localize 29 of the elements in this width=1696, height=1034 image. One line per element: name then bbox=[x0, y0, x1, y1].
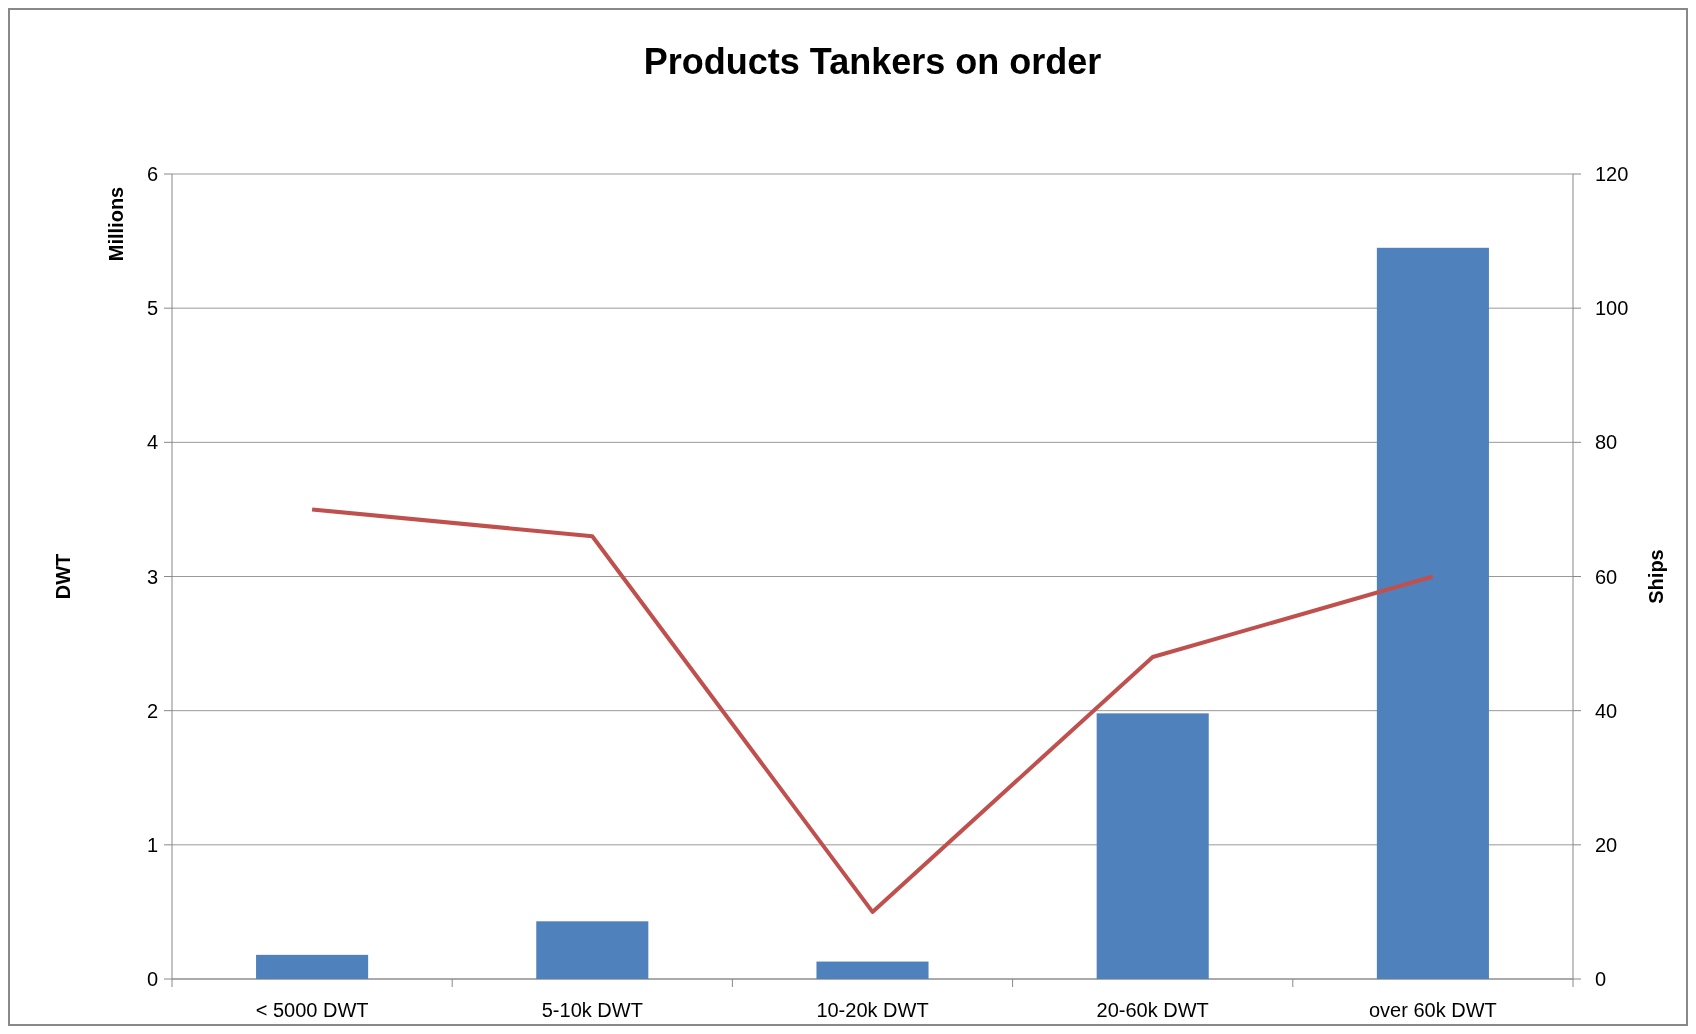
y2-tick-label: 60 bbox=[1595, 565, 1618, 588]
y2-tick-label: 120 bbox=[1595, 163, 1629, 185]
y-tick-label: 1 bbox=[146, 833, 158, 856]
chart-title: Products Tankers on order bbox=[643, 41, 1102, 82]
x-tick-label: over 60k DWT bbox=[1368, 999, 1497, 1021]
y-tick-label: 2 bbox=[146, 699, 158, 722]
y-axis-title: DWT bbox=[52, 553, 74, 600]
bar bbox=[536, 921, 649, 979]
line-series bbox=[310, 507, 1435, 914]
y-tick-label: 4 bbox=[146, 431, 158, 454]
y-tick-label: 6 bbox=[146, 163, 158, 185]
bar bbox=[256, 954, 369, 979]
y-tick-label: 3 bbox=[146, 565, 158, 588]
y-tick-label: 0 bbox=[146, 968, 158, 990]
y2-tick-label: 80 bbox=[1595, 431, 1618, 454]
bar bbox=[1096, 713, 1209, 979]
y2-tick-label: 20 bbox=[1595, 833, 1618, 856]
x-tick-label: 5-10k DWT bbox=[541, 999, 643, 1021]
bar bbox=[1376, 247, 1489, 979]
x-tick-label: 10-20k DWT bbox=[816, 999, 929, 1021]
y2-tick-label: 100 bbox=[1595, 297, 1629, 320]
y2-tick-label: 0 bbox=[1595, 968, 1607, 990]
bar bbox=[816, 961, 929, 979]
text: Millions bbox=[105, 186, 127, 262]
y-tick-label: 5 bbox=[146, 297, 158, 320]
x-tick-label: < 5000 DWT bbox=[255, 999, 369, 1021]
x-tick-label: 20-60k DWT bbox=[1096, 999, 1209, 1021]
y2-tick-label: 40 bbox=[1595, 699, 1618, 722]
y2-axis-title: Ships bbox=[1645, 549, 1667, 604]
